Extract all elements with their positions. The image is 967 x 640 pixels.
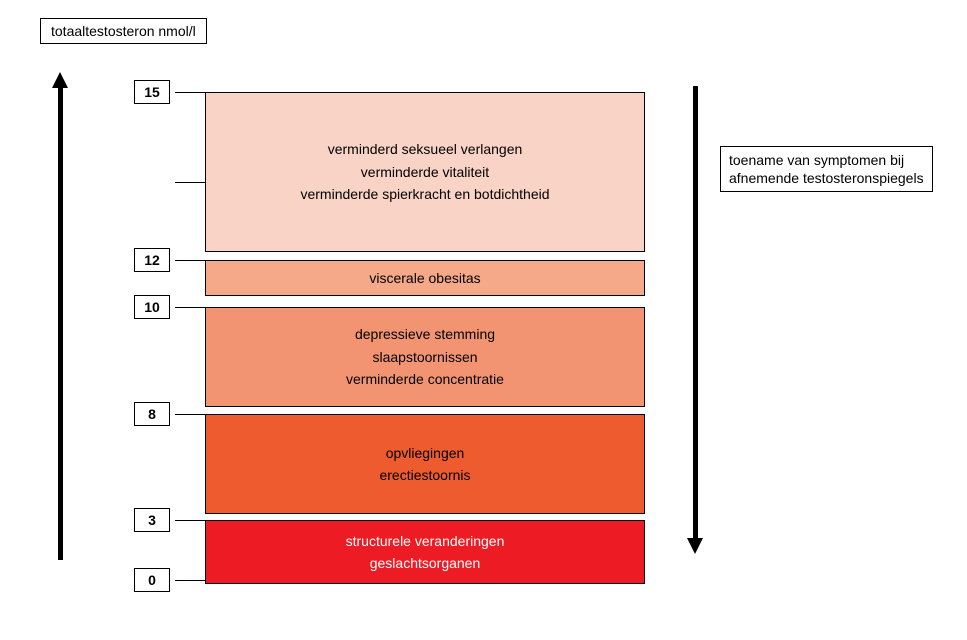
axis-tick-mark [175,260,205,261]
left-arrow-line [58,86,63,560]
symptom-line: depressieve stemming [355,323,495,345]
left-arrow-head [52,72,68,88]
symptom-band: verminderd seksueel verlangenverminderde… [205,92,645,252]
symptom-line: structurele veranderingen [346,530,505,552]
symptom-line: verminderde vitaliteit [361,161,489,183]
axis-tick-mark [175,92,205,93]
axis-tick-mark [175,580,205,581]
axis-tick-label: 12 [134,248,170,272]
axis-tick-mark [175,520,205,521]
axis-tick-label: 3 [134,508,170,532]
symptom-line: viscerale obesitas [369,267,480,289]
symptom-line: verminderde spierkracht en botdichtheid [300,183,549,205]
symptom-line: geslachtsorganen [370,552,481,574]
symptom-line: verminderd seksueel verlangen [328,138,523,160]
symptom-line: opvliegingen [386,442,465,464]
symptom-line: verminderde concentratie [346,368,504,390]
axis-tick-mark [175,307,205,308]
legend-line-2: afnemende testosteronspiegels [729,169,924,187]
symptom-line: slaapstoornissen [372,346,477,368]
axis-tick-label: 15 [134,80,170,104]
axis-tick-label: 0 [134,568,170,592]
right-arrow-head [687,538,703,554]
legend-box: toename van symptomen bij afnemende test… [720,146,933,192]
right-arrow-line [693,86,698,540]
legend-line-1: toename van symptomen bij [729,151,924,169]
symptom-band: depressieve stemmingslaapstoornissenverm… [205,307,645,407]
axis-tick-label: 10 [134,295,170,319]
symptom-band: viscerale obesitas [205,260,645,296]
axis-tick-mark [175,182,205,183]
symptom-band: opvliegingenerectiestoornis [205,414,645,514]
axis-tick-label: 8 [134,402,170,426]
axis-tick-mark [175,414,205,415]
symptom-line: erectiestoornis [379,464,470,486]
chart-title: totaaltestosteron nmol/l [40,18,207,44]
symptom-band: structurele veranderingengeslachtsorgane… [205,520,645,584]
